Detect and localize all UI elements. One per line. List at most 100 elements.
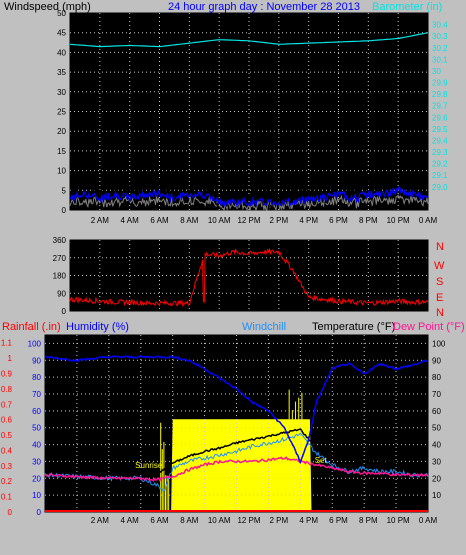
wind-ytick-9: 45 [57,29,66,38]
dir-ytick-2: 180 [53,272,67,281]
temp-xtick-8: 6 PM [329,516,348,525]
wind-xtick-11: 0 AM [419,216,438,225]
temp-xtick-1: 4 AM [121,516,140,525]
temp-ytick-6: 70 [432,390,441,399]
wind-ytick-0: 0 [62,206,67,215]
dir-ytick-1: 90 [57,289,66,298]
rain-ytick-1: 0.1 [1,493,13,502]
wind-ytick-1: 5 [62,186,67,195]
wind-ytick-2: 10 [57,167,66,176]
wind-barometer-panel: 0 5 10 15 20 25 30 35 40 45 50 29.0 29.1 29.2 29.3 29.4… [57,9,448,225]
temp-ytick-9: 100 [432,339,446,348]
direction-plot-area [69,239,429,312]
wind-xtick-10: 10 PM [387,216,410,225]
rain-ytick-2: 0.2 [1,477,13,486]
humidity-ytick-7: 70 [32,390,41,399]
dir-ytick-3: 270 [53,254,67,263]
humidity-ytick-4: 40 [32,441,41,450]
baro-ytick-0: 29.0 [432,183,448,192]
temp-ytick-2: 30 [432,457,441,466]
baro-ytick-10: 30 [432,67,441,76]
humidity-ytick-1: 10 [32,491,41,500]
rainfall-axis-label: Rainfall (.in) [2,321,61,333]
temp-ytick-7: 80 [432,373,441,382]
wind-xtick-6: 2 PM [269,216,288,225]
rain-ytick-6: 0.6 [1,416,13,425]
baro-ytick-5: 29.5 [432,125,448,134]
wind-ytick-5: 25 [57,108,66,117]
dewpoint-line [44,456,429,483]
wind-ytick-8: 40 [57,48,66,57]
wind-ytick-6: 30 [57,88,66,97]
windchill-legend: Windchill [242,321,286,333]
baro-ytick-13: 30.3 [432,32,448,41]
temp-ytick-4: 50 [432,424,441,433]
wind-ytick-7: 35 [57,68,66,77]
temp-xtick-4: 10 AM [208,516,231,525]
wind-ytick-3: 15 [57,147,66,156]
baro-ytick-6: 29.6 [432,113,448,122]
humidity-ytick-8: 80 [32,373,41,382]
baro-ytick-9: 29.9 [432,79,448,88]
dir-label-e: E [436,292,443,304]
rain-ytick-10: 1 [8,354,13,363]
temp-ytick-1: 20 [432,474,441,483]
barometer-line [69,32,429,48]
rain-ytick-8: 0.8 [1,385,13,394]
baro-ytick-1: 29.1 [432,171,448,180]
wind-direction-panel: 0 90 180 270 360 [53,236,429,316]
baro-ytick-8: 29.8 [432,90,448,99]
wind-direction-line [69,247,429,308]
temp-xtick-9: 8 PM [359,516,378,525]
humidity-ytick-9: 90 [32,356,41,365]
sunrise-label: Sunrise [135,461,163,470]
temperature-humidity-panel: 0 0.1 0.2 0.3 0.4 0.5 0.6 0.7 0.8 0.9 1 1.1 0 10 20 30 4… [1,334,446,525]
wind-average-line [69,185,429,209]
temp-xtick-0: 2 AM [91,516,110,525]
wind-xtick-4: 10 AM [208,216,231,225]
rain-ytick-9: 0.9 [1,369,13,378]
humidity-ytick-5: 50 [32,424,41,433]
humidity-ytick-3: 30 [32,457,41,466]
humidity-ytick-10: 100 [28,339,42,348]
temp-xtick-6: 2 PM [269,516,288,525]
windspeed-axis-label: Windspeed (mph) [4,1,91,13]
temp-xtick-11: 0 AM [419,516,438,525]
chart-title: 24 hour graph day : November 28 2013 [168,1,360,13]
rain-ytick-5: 0.5 [1,431,13,440]
temp-xtick-10: 10 PM [387,516,410,525]
rain-ytick-3: 0.3 [1,462,13,471]
baro-ytick-3: 29.3 [432,148,448,157]
dir-label-s: S [436,276,443,288]
wind-xtick-3: 8 AM [180,216,199,225]
temp-ytick-0: 10 [432,491,441,500]
barometer-axis-label: Barometer (in) [372,1,442,13]
temperature-line [44,428,429,477]
dewpoint-legend: Dew Point (°F) [393,321,465,333]
rain-ytick-0: 0 [8,508,13,517]
temp-ytick-8: 90 [432,356,441,365]
wind-xtick-9: 8 PM [359,216,378,225]
baro-ytick-2: 29.2 [432,160,448,169]
wind-xtick-7: 4 PM [299,216,318,225]
wind-ytick-10: 50 [57,9,66,18]
baro-ytick-4: 29.4 [432,136,448,145]
wind-xtick-1: 4 AM [121,216,140,225]
temperature-legend: Temperature (°F) [312,321,395,333]
wind-xtick-2: 6 AM [150,216,169,225]
temp-xtick-7: 4 PM [299,516,318,525]
baro-ytick-7: 29.7 [432,102,448,111]
humidity-ytick-6: 60 [32,407,41,416]
baro-ytick-14: 30.4 [432,21,448,30]
humidity-ytick-2: 20 [32,474,41,483]
humidity-line [44,354,429,465]
rain-ytick-11: 1.1 [1,339,13,348]
sunset-label: Set [315,456,328,465]
dir-label-n-top: N [436,241,444,253]
windspeed-line [69,172,429,210]
temp-xtick-5: 12 PM [237,516,260,525]
rain-ytick-4: 0.4 [1,446,13,455]
humidity-axis-label: Humidity (%) [66,321,129,333]
